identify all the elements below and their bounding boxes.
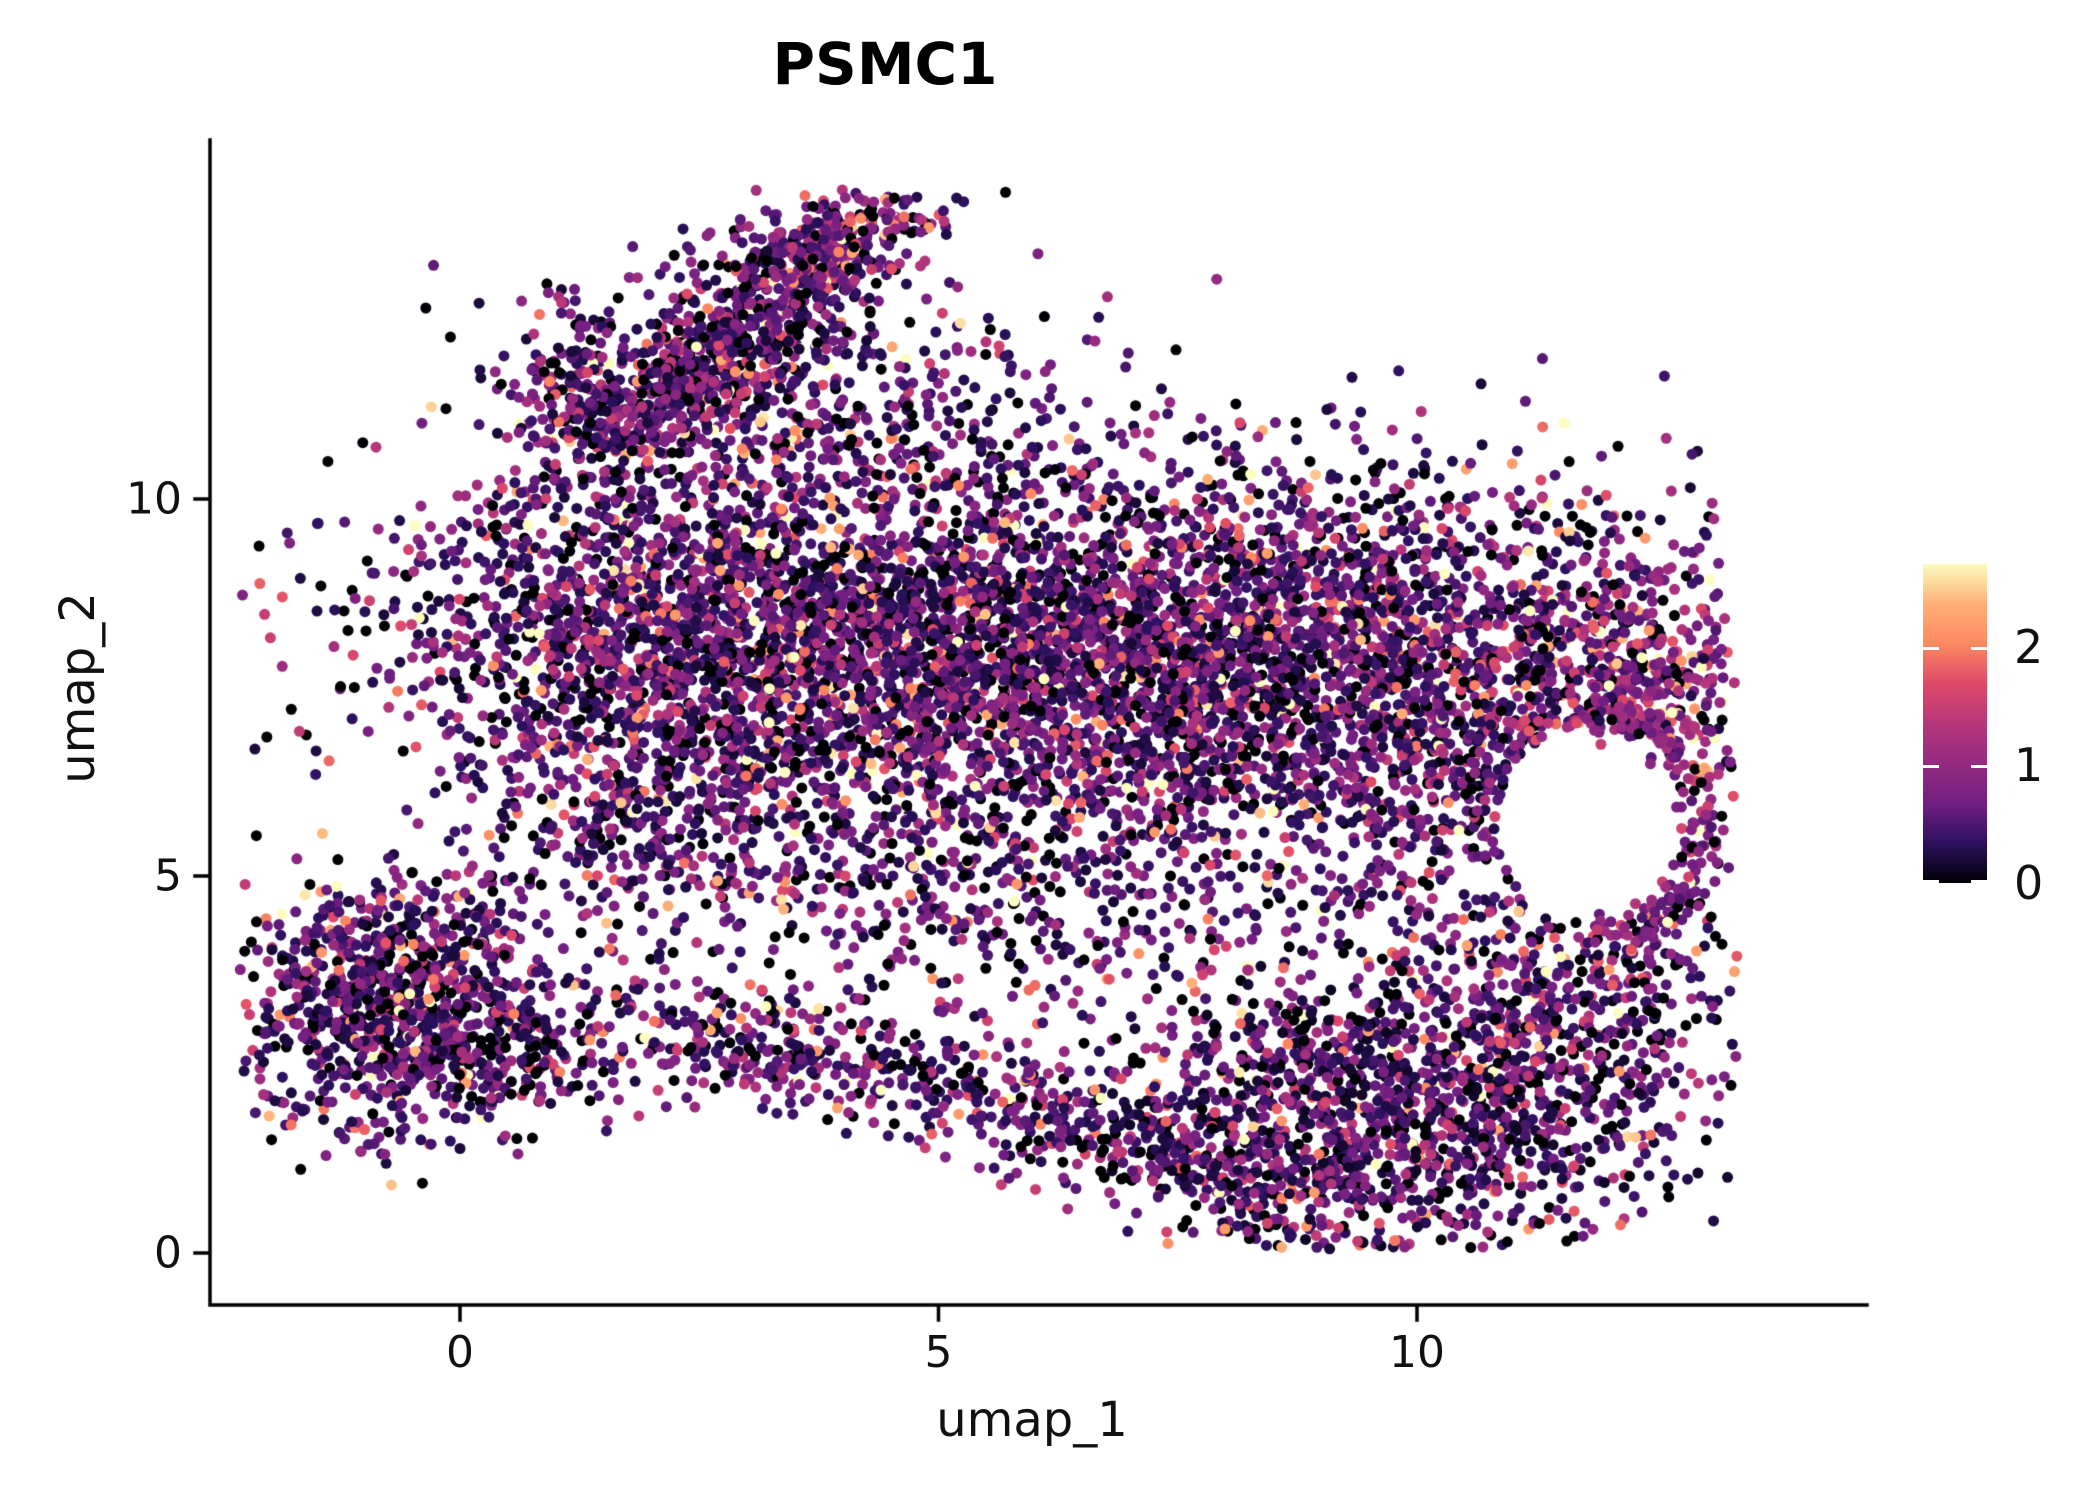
colorbar-tick-label: 2 <box>2014 619 2044 674</box>
colorbar-tick-mark <box>1971 880 1987 883</box>
colorbar-tick-label: 0 <box>2014 856 2044 910</box>
colorbar-tick-mark <box>1971 764 1987 768</box>
colorbar-tick-label: 1 <box>2014 737 2044 792</box>
colorbar-gradient <box>1923 564 1987 883</box>
colorbar-tick-mark <box>1923 764 1939 768</box>
y-tick-label: 5 <box>154 850 182 902</box>
x-tick-label: 0 <box>446 1327 474 1378</box>
y-tick-label: 0 <box>154 1227 182 1279</box>
colorbar-tick-mark <box>1971 646 1987 650</box>
colorbar-tick-mark <box>1923 646 1939 650</box>
x-tick-label: 5 <box>924 1327 953 1378</box>
x-tick-label: 10 <box>1389 1327 1445 1378</box>
y-tick-label: 10 <box>126 473 182 525</box>
colorbar-tick-mark <box>1923 880 1939 883</box>
plot-title: PSMC1 <box>772 30 998 98</box>
y-axis-label: umap_2 <box>50 592 106 784</box>
x-axis-label: umap_1 <box>936 1392 1128 1448</box>
